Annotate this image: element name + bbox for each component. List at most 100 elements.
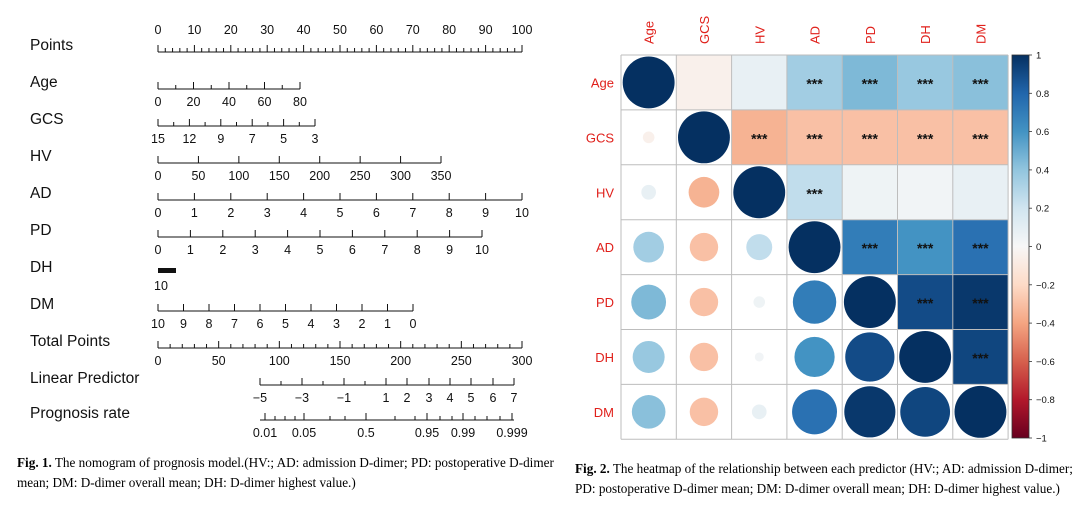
heatmap-significance-marker: ***	[972, 295, 989, 311]
nomogram-tick-label: 9	[180, 317, 187, 331]
nomogram-row-label: Points	[30, 37, 73, 54]
heatmap-significance-marker: ***	[862, 130, 879, 146]
nomogram-tick-label: 150	[269, 169, 290, 183]
heatmap-cell-circle	[753, 296, 766, 308]
nomogram-tick-label: 2	[227, 206, 234, 220]
heatmap-cell-square	[897, 274, 953, 330]
nomogram-row-label: Linear Predictor	[30, 370, 139, 387]
nomogram-tick-label: 40	[222, 95, 236, 109]
heatmap-cell-circle	[746, 234, 773, 261]
nomogram-tick-label: 7	[231, 317, 238, 331]
heatmap-cell-square	[676, 55, 732, 110]
heatmap-significance-marker: ***	[972, 350, 989, 366]
heatmap-column-label: DM	[973, 24, 988, 44]
heatmap-cell-circle	[754, 352, 764, 362]
heatmap-cell-square	[952, 55, 1009, 110]
heatmap-cell-circle	[751, 404, 767, 420]
heatmap-cell-circle	[633, 231, 665, 263]
nomogram-tick-label: −1	[337, 391, 351, 405]
heatmap-cell-circle	[631, 284, 667, 320]
colorbar-tick-label: −0.4	[1036, 319, 1055, 330]
heatmap-significance-marker: ***	[917, 130, 934, 146]
nomogram-row-label: Age	[30, 74, 58, 91]
nomogram-tick-label: 10	[187, 23, 201, 37]
heatmap-cell-square	[842, 219, 898, 275]
nomogram-tick-label: 0.01	[253, 426, 277, 440]
heatmap-cell-square	[897, 164, 953, 220]
nomogram-tick-label: 5	[317, 243, 324, 257]
heatmap-cell-square	[786, 55, 843, 110]
correlation-heatmap-chart: Age GCS HV AD PD DH DM Age GCS HV AD PD DH DM *** *** **…	[586, 16, 1055, 445]
heatmap-row-label: DM	[594, 405, 614, 420]
heatmap-significance-marker: ***	[972, 75, 989, 91]
heatmap-column-label: DH	[918, 25, 933, 44]
heatmap-cell-circle	[689, 397, 719, 427]
heatmap-cell-square	[952, 219, 1009, 275]
nomogram-tick-label: 50	[333, 23, 347, 37]
heatmap-cell-circle	[689, 232, 719, 262]
heatmap-cell-square	[842, 109, 898, 165]
heatmap-significance-marker: ***	[917, 75, 934, 91]
nomogram-tick-label: 20	[224, 23, 238, 37]
nomogram-tick-label: 90	[479, 23, 493, 37]
nomogram-tick-label: 10	[515, 206, 529, 220]
nomogram-tick-label: 9	[482, 206, 489, 220]
heatmap-cell-circle	[689, 342, 719, 372]
figure2-caption-label: Fig. 2.	[575, 461, 610, 476]
heatmap-significance-marker: ***	[862, 240, 879, 256]
nomogram-tick-label: 0	[155, 206, 162, 220]
heatmap-cell-square	[842, 164, 898, 220]
heatmap-cell-square	[897, 219, 953, 275]
nomogram-tick-label: 8	[446, 206, 453, 220]
nomogram-row-label: HV	[30, 148, 52, 165]
heatmap-cell-square	[731, 109, 787, 165]
heatmap-cell-square	[731, 55, 787, 110]
nomogram-tick-label: 10	[151, 317, 165, 331]
heatmap-cell-circle	[844, 386, 896, 438]
nomogram-tick-label: 350	[431, 169, 452, 183]
nomogram-tick-label: 4	[447, 391, 454, 405]
nomogram-row-label: Total Points	[30, 333, 110, 350]
heatmap-significance-marker: ***	[751, 130, 768, 146]
nomogram-tick-label: 1	[187, 243, 194, 257]
nomogram-tick-label: 0	[155, 243, 162, 257]
figure1-caption-text: The nomogram of prognosis model.(HV:; AD…	[17, 455, 554, 490]
heatmap-column-label: AD	[808, 26, 823, 44]
nomogram-tick-label: 300	[512, 354, 533, 368]
heatmap-cell-square	[897, 109, 953, 165]
nomogram-tick-label: 150	[330, 354, 351, 368]
colorbar-tick-label: 0.4	[1036, 165, 1049, 176]
heatmap-significance-marker: ***	[862, 75, 879, 91]
nomogram-tick-label: 30	[260, 23, 274, 37]
nomogram-tick-label: 6	[490, 391, 497, 405]
nomogram-tick-label: 6	[373, 206, 380, 220]
nomogram-tick-label: 0	[410, 317, 417, 331]
nomogram-tick-label: 7	[381, 243, 388, 257]
heatmap-row-label: Age	[591, 75, 614, 90]
nomogram-tick-label: 7	[511, 391, 518, 405]
nomogram-tick-label: −3	[295, 391, 309, 405]
heatmap-cell-circle	[792, 280, 837, 324]
figure2-caption: Fig. 2. The heatmap of the relationship …	[575, 459, 1075, 499]
heatmap-row-label: HV	[596, 185, 614, 200]
heatmap-cell-circle	[689, 287, 719, 317]
colorbar-tick-label: 0.6	[1036, 127, 1049, 138]
nomogram-row-label: DH	[30, 259, 52, 276]
heatmap-significance-marker: ***	[806, 130, 823, 146]
nomogram-tick-label: 3	[264, 206, 271, 220]
nomogram-tick-label: 1	[383, 391, 390, 405]
colorbar-tick-label: −0.2	[1036, 280, 1055, 291]
heatmap-cell-circle	[733, 166, 786, 219]
heatmap-cell-square	[897, 55, 953, 110]
heatmap-cell-circle	[954, 385, 1007, 438]
nomogram-tick-label: −5	[253, 391, 267, 405]
heatmap-significance-marker: ***	[917, 295, 934, 311]
nomogram-tick-label: 7	[409, 206, 416, 220]
nomogram-tick-label: 8	[206, 317, 213, 331]
heatmap-cell-circle	[899, 331, 952, 383]
nomogram-tick-label: 50	[212, 354, 226, 368]
nomogram-tick-label: 3	[252, 243, 259, 257]
nomogram-tick-label: 0.99	[451, 426, 475, 440]
heatmap-cell-circle	[642, 131, 655, 144]
